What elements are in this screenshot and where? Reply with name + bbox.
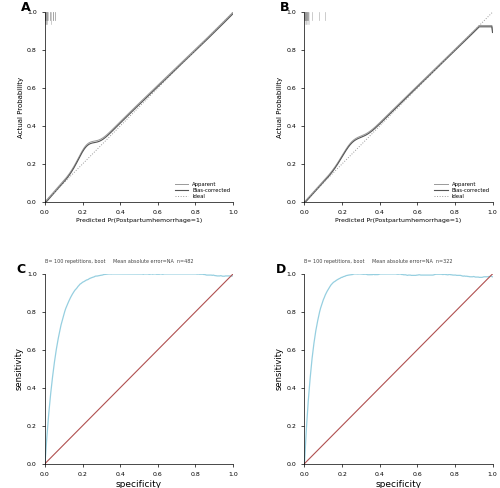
Y-axis label: Actual Probability: Actual Probability [278, 77, 283, 138]
Text: B: B [280, 1, 289, 14]
X-axis label: Predicted Pr(Postpartumhemorrhage=1): Predicted Pr(Postpartumhemorrhage=1) [76, 218, 202, 223]
Text: B= 100 repetitions, boot     Mean absolute error=NA  n=482: B= 100 repetitions, boot Mean absolute e… [45, 259, 194, 264]
X-axis label: specificity: specificity [116, 480, 162, 488]
Text: A: A [20, 1, 30, 14]
Text: C: C [17, 263, 26, 276]
Text: B= 100 repetitions, boot     Mean absolute error=NA  n=322: B= 100 repetitions, boot Mean absolute e… [304, 259, 453, 264]
Y-axis label: sensitivity: sensitivity [15, 347, 24, 390]
X-axis label: specificity: specificity [376, 480, 422, 488]
Text: D: D [276, 263, 286, 276]
Y-axis label: sensitivity: sensitivity [274, 347, 283, 390]
Legend: Apparent, Bias-corrected, Ideal: Apparent, Bias-corrected, Ideal [434, 182, 490, 199]
Y-axis label: Actual Probability: Actual Probability [18, 77, 24, 138]
Legend: Apparent, Bias-corrected, Ideal: Apparent, Bias-corrected, Ideal [175, 182, 231, 199]
X-axis label: Predicted Pr(Postpartumhemorrhage=1): Predicted Pr(Postpartumhemorrhage=1) [336, 218, 462, 223]
